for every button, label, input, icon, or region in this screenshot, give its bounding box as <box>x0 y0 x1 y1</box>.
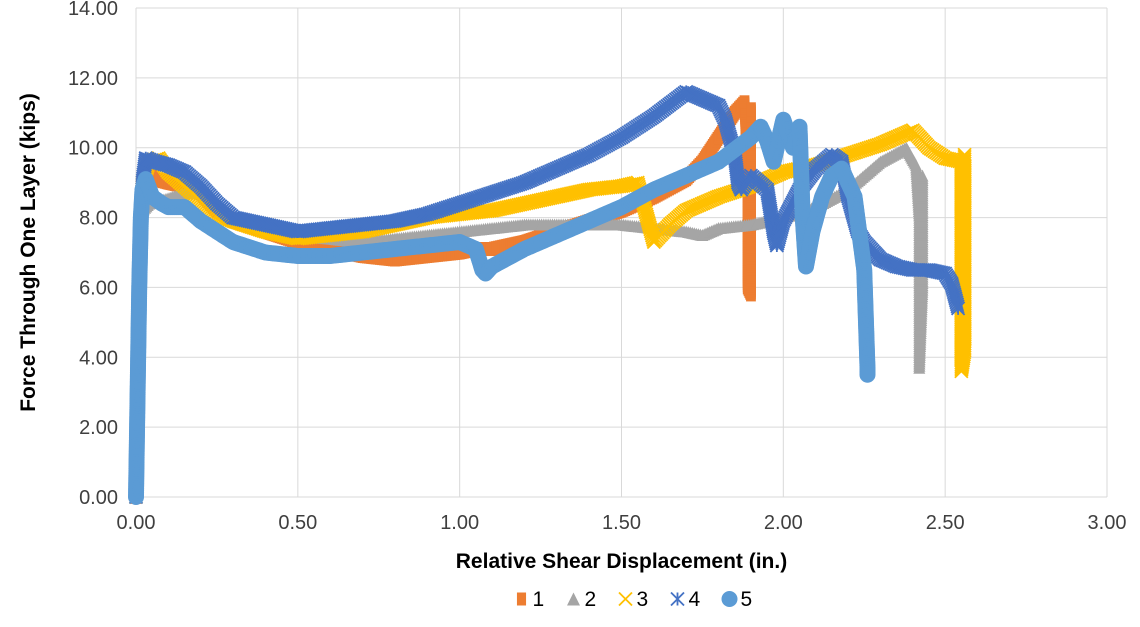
data-point <box>746 102 756 117</box>
data-point <box>950 301 966 316</box>
legend-marker <box>618 591 633 607</box>
legend-marker <box>516 592 527 606</box>
data-point <box>957 147 972 162</box>
y-tick-label: 8.00 <box>79 208 118 230</box>
legend-label: 2 <box>585 588 597 611</box>
y-tick-label: 2.00 <box>79 417 118 439</box>
data-point <box>957 154 972 169</box>
legend-label: 1 <box>533 588 545 611</box>
legend-item-1: 1 <box>516 588 545 611</box>
y-tick-label: 0.00 <box>79 487 118 509</box>
data-point <box>859 366 876 383</box>
legend-marker <box>721 591 738 607</box>
legend-item-3: 3 <box>618 588 649 611</box>
y-axis-tick-labels: 0.00 2.00 4.00 6.00 8.00 10.00 12.00 14.00 <box>68 0 118 509</box>
x-tick-label: 1.00 <box>440 512 479 534</box>
legend-item-5: 5 <box>721 588 753 611</box>
legend-item-2: 2 <box>567 588 596 611</box>
x-tick-label: 0.00 <box>117 512 156 534</box>
legend-label: 4 <box>689 588 701 611</box>
x-tick-label: 0.50 <box>278 512 317 534</box>
y-tick-label: 6.00 <box>79 277 118 299</box>
data-series <box>128 84 972 505</box>
series-5 <box>128 111 876 505</box>
x-tick-label: 3.00 <box>1088 512 1127 534</box>
legend-marker <box>567 592 580 606</box>
legend-label: 3 <box>637 588 649 611</box>
legend-marker <box>670 591 685 607</box>
y-tick-label: 10.00 <box>68 138 118 160</box>
legend-label: 5 <box>741 588 753 611</box>
data-point <box>957 149 972 165</box>
x-axis-title: Relative Shear Displacement (in.) <box>456 550 787 573</box>
data-point <box>916 169 929 182</box>
data-point <box>957 151 972 167</box>
y-axis-title: Force Through One Layer (kips) <box>17 93 40 412</box>
y-tick-label: 4.00 <box>79 347 118 369</box>
y-tick-label: 14.00 <box>68 0 118 20</box>
legend-item-4: 4 <box>670 588 701 611</box>
x-axis-tick-labels: 0.00 0.50 1.00 1.50 2.00 2.50 3.00 <box>117 512 1127 534</box>
y-tick-label: 12.00 <box>68 68 118 90</box>
x-tick-label: 1.50 <box>602 512 641 534</box>
series-1 <box>131 95 756 504</box>
x-tick-label: 2.00 <box>764 512 803 534</box>
legend: 1 2 3 4 5 <box>516 588 753 611</box>
x-tick-label: 2.50 <box>926 512 965 534</box>
